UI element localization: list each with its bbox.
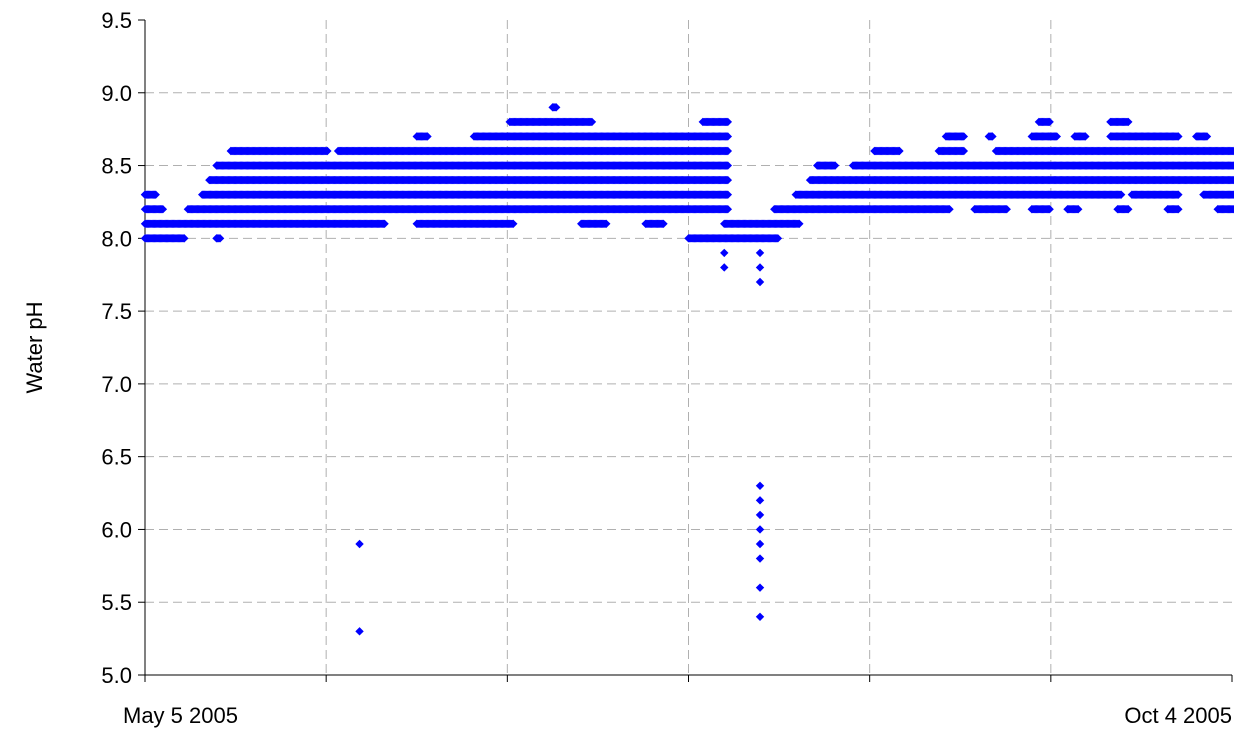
data-point bbox=[1045, 205, 1054, 214]
data-point bbox=[895, 146, 904, 156]
data-point bbox=[587, 117, 597, 127]
y-tick-label: 6.0 bbox=[101, 517, 132, 542]
data-point bbox=[1231, 192, 1234, 198]
x-tick-label: May 5 2005 bbox=[123, 703, 238, 728]
data-point bbox=[1231, 206, 1234, 212]
data-point bbox=[720, 248, 729, 258]
data-point bbox=[755, 554, 765, 563]
data-point bbox=[1045, 117, 1054, 127]
y-tick-label: 8.0 bbox=[101, 226, 132, 251]
data-point bbox=[755, 539, 765, 549]
data-point bbox=[1174, 132, 1183, 141]
data-point bbox=[945, 205, 954, 214]
y-tick-label: 6.5 bbox=[101, 445, 132, 470]
data-point bbox=[755, 612, 765, 621]
axes bbox=[138, 19, 1233, 682]
y-tick-labels: 5.0 5.5 6.0 6.5 7.0 7.5 8.0 8.5 9.0 9.5 bbox=[101, 8, 132, 688]
y-tick-label: 5.0 bbox=[101, 663, 132, 688]
y-tick-label: 7.0 bbox=[101, 372, 132, 397]
y-tick-label: 8.5 bbox=[101, 154, 132, 179]
data-point bbox=[723, 146, 733, 156]
data-point bbox=[755, 510, 765, 520]
data-point bbox=[959, 146, 969, 156]
data-point bbox=[723, 175, 733, 185]
data-point bbox=[755, 277, 765, 287]
data-point bbox=[720, 263, 729, 272]
data-point bbox=[552, 103, 561, 112]
data-point bbox=[723, 190, 733, 199]
y-axis-label: Water pH bbox=[22, 301, 47, 393]
data-point bbox=[1174, 190, 1183, 199]
data-point bbox=[959, 132, 969, 141]
data-point bbox=[1202, 132, 1212, 141]
x-tick-label: Oct 4 2005 bbox=[1124, 703, 1232, 728]
data-point bbox=[659, 219, 668, 228]
data-point bbox=[1074, 205, 1083, 214]
data-point bbox=[1002, 205, 1011, 214]
data-point bbox=[1081, 132, 1090, 141]
data-point bbox=[988, 132, 997, 141]
data-point bbox=[180, 234, 189, 243]
data-point bbox=[1124, 205, 1133, 214]
data-point bbox=[755, 583, 765, 592]
data-point bbox=[355, 539, 364, 549]
data-point bbox=[723, 117, 733, 127]
data-point bbox=[1231, 177, 1234, 183]
data-point bbox=[773, 234, 783, 243]
data-point bbox=[158, 205, 168, 214]
data-point bbox=[1231, 148, 1234, 154]
data-points bbox=[140, 103, 1234, 636]
data-point bbox=[755, 496, 765, 505]
data-point bbox=[323, 146, 332, 156]
data-point bbox=[830, 161, 840, 170]
data-point bbox=[755, 248, 765, 258]
data-point bbox=[755, 525, 765, 534]
y-tick-label: 5.5 bbox=[101, 590, 132, 615]
data-point bbox=[215, 234, 225, 243]
data-point bbox=[602, 219, 611, 228]
y-tick-label: 9.5 bbox=[101, 8, 132, 33]
x-tick-labels: May 5 2005 Oct 4 2005 bbox=[123, 703, 1232, 728]
data-point bbox=[509, 219, 518, 228]
data-point bbox=[355, 627, 364, 636]
data-point bbox=[755, 481, 765, 490]
data-point bbox=[755, 263, 765, 272]
data-point bbox=[723, 161, 733, 170]
data-point bbox=[380, 219, 389, 228]
y-tick-label: 9.0 bbox=[101, 81, 132, 106]
data-point bbox=[723, 205, 733, 214]
y-tick-label: 7.5 bbox=[101, 299, 132, 324]
data-point bbox=[723, 132, 733, 141]
data-point bbox=[1231, 162, 1234, 169]
data-point bbox=[140, 190, 150, 199]
data-point bbox=[151, 190, 160, 199]
data-point bbox=[1116, 190, 1126, 199]
gridlines bbox=[145, 20, 1232, 675]
data-point bbox=[795, 219, 804, 228]
data-point bbox=[1174, 205, 1183, 214]
data-point bbox=[1052, 132, 1061, 141]
data-point bbox=[423, 132, 432, 141]
data-point bbox=[1124, 117, 1133, 127]
